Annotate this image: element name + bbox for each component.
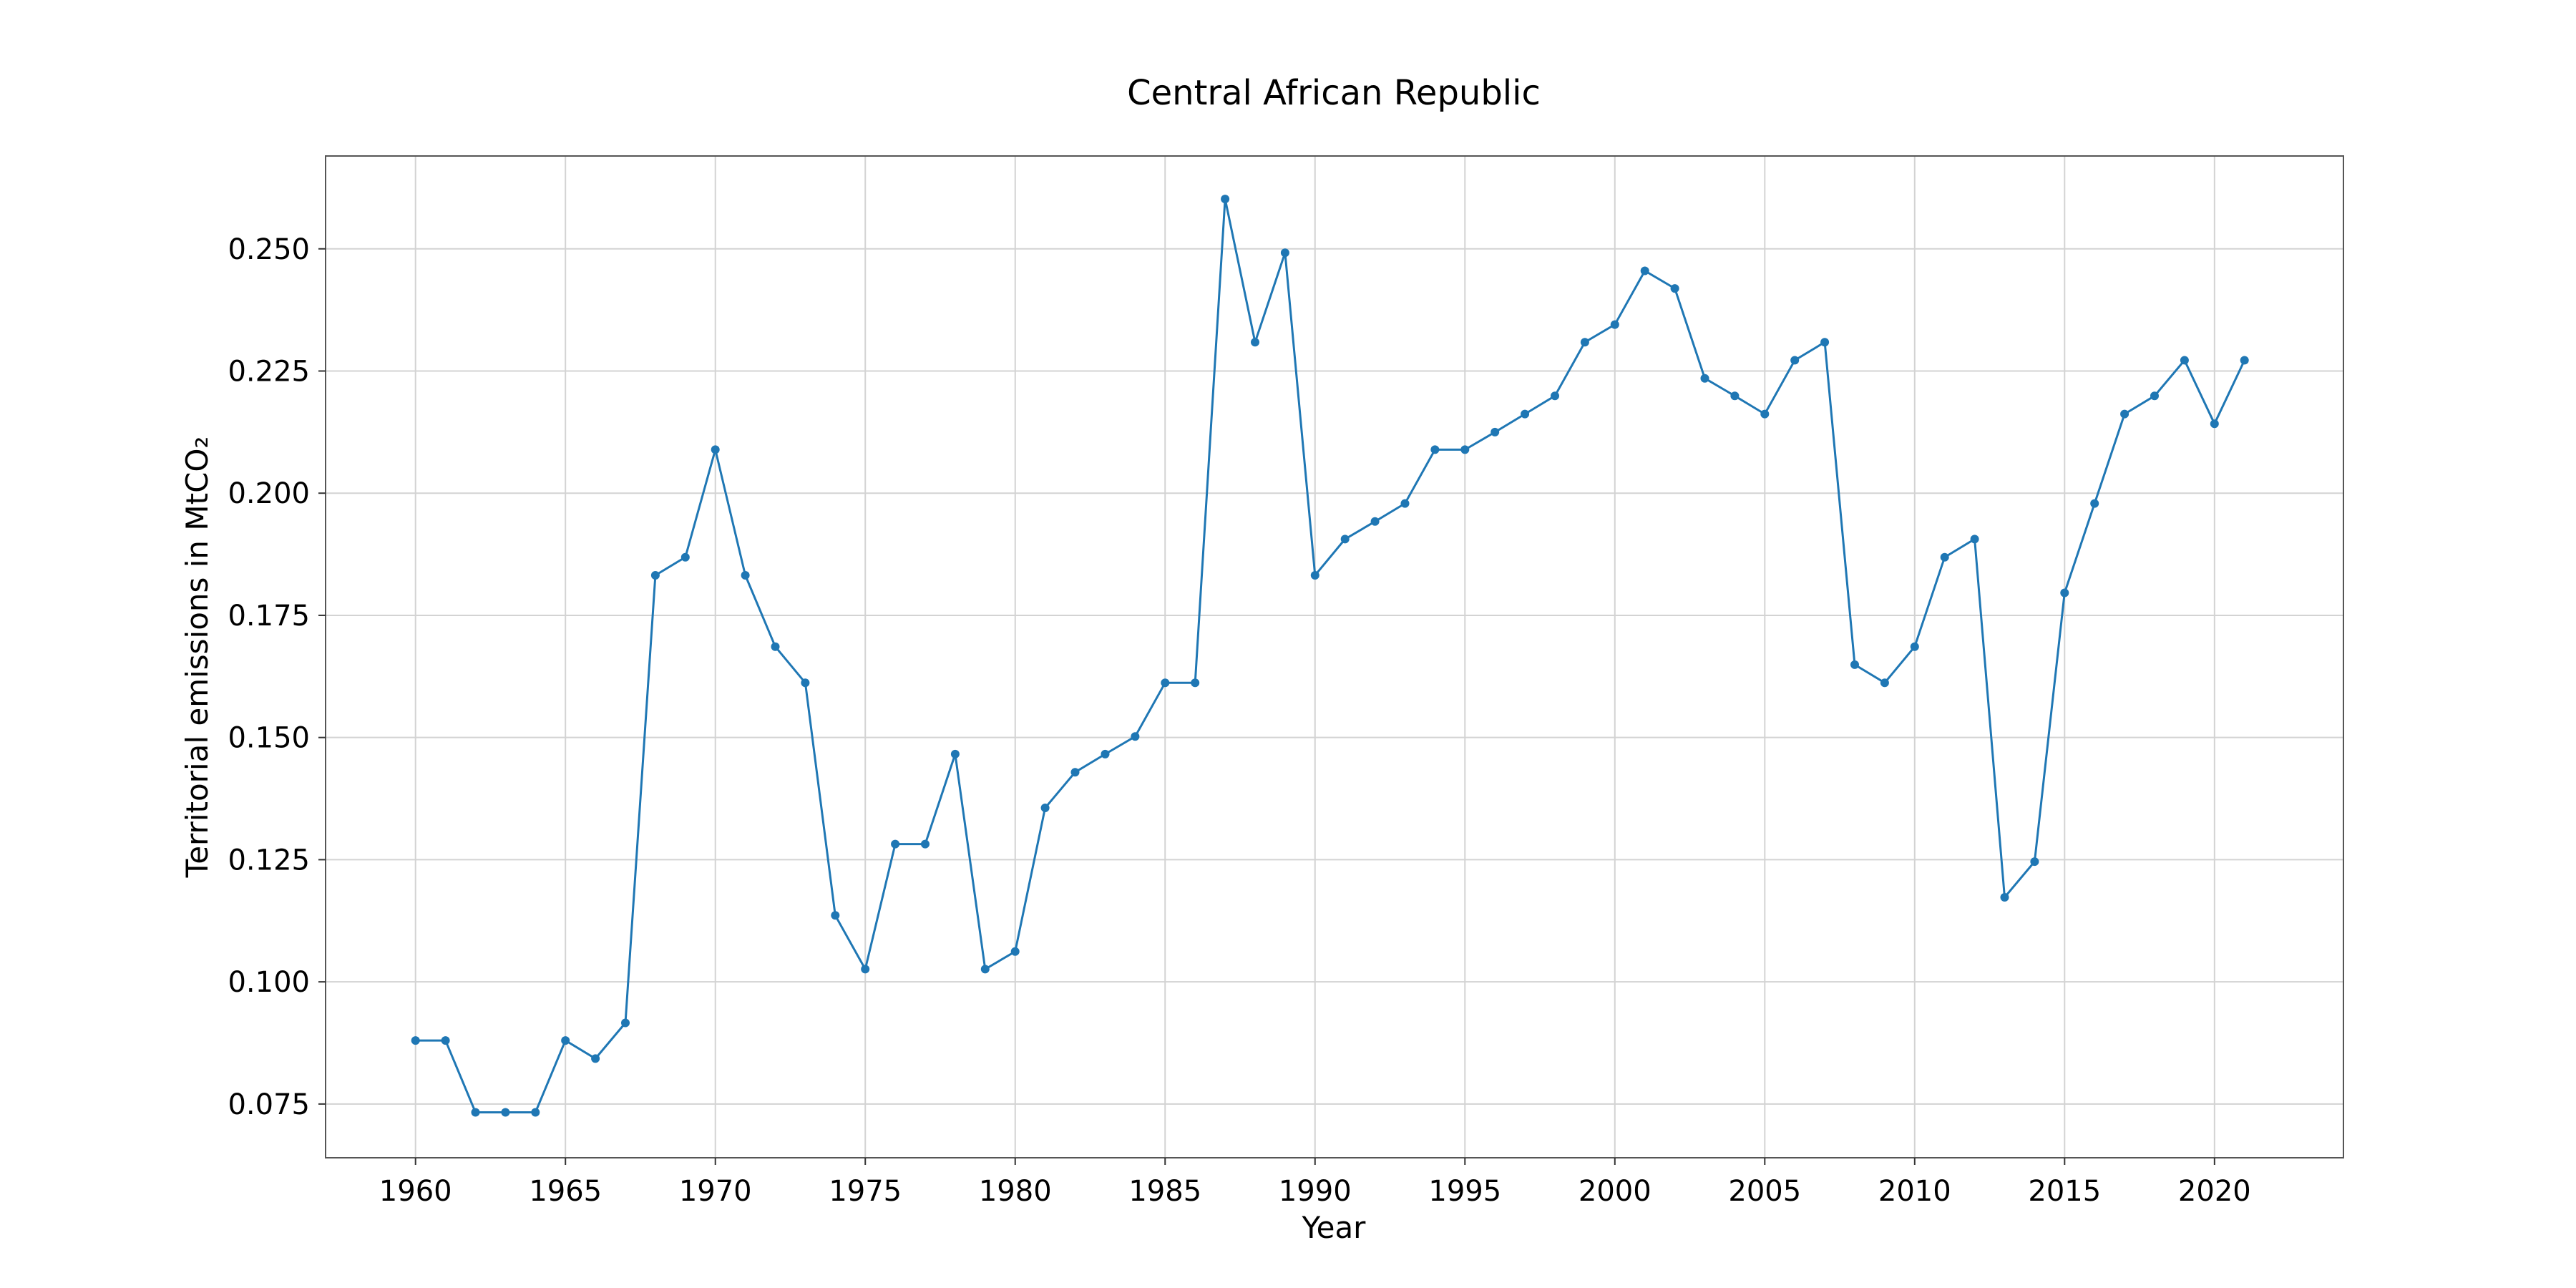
data-point xyxy=(921,839,930,849)
data-point xyxy=(2150,391,2159,401)
data-point xyxy=(621,1018,630,1028)
data-point xyxy=(1251,338,1259,347)
series-markers xyxy=(411,195,2249,1117)
y-tick-label: 0.175 xyxy=(228,600,310,633)
data-point xyxy=(680,552,690,562)
data-point xyxy=(980,965,990,974)
data-point xyxy=(1790,356,1800,365)
data-point xyxy=(1730,391,1740,401)
data-point xyxy=(2060,588,2069,597)
data-point xyxy=(1820,338,1830,347)
y-tick-label: 0.075 xyxy=(228,1088,310,1121)
x-axis: 1960 1965 1970 1975 1980 1985 1990 1995 2000 2005… xyxy=(379,1158,2251,1208)
data-point xyxy=(831,911,840,920)
y-tick-label: 0.150 xyxy=(228,722,310,755)
x-tick-label: 2020 xyxy=(2178,1175,2251,1208)
data-point xyxy=(2180,356,2189,365)
data-point xyxy=(561,1036,570,1045)
data-point xyxy=(591,1054,600,1063)
data-point xyxy=(1400,499,1410,508)
data-point xyxy=(950,749,960,758)
data-point xyxy=(1610,320,1619,329)
data-point xyxy=(1161,678,1170,688)
data-point xyxy=(1850,660,1859,669)
x-tick-label: 1980 xyxy=(979,1175,1052,1208)
x-tick-label: 2010 xyxy=(1878,1175,1951,1208)
data-point xyxy=(1280,248,1289,258)
x-tick-label: 2015 xyxy=(2028,1175,2101,1208)
data-point xyxy=(1191,678,1200,688)
data-point xyxy=(1340,535,1350,544)
data-point xyxy=(1430,445,1440,454)
y-tick-label: 0.225 xyxy=(228,355,310,388)
data-point xyxy=(1580,338,1589,347)
y-tick-label: 0.100 xyxy=(228,966,310,999)
data-point xyxy=(1640,266,1649,275)
data-point xyxy=(1010,947,1020,956)
data-point xyxy=(891,839,900,849)
x-tick-label: 1995 xyxy=(1428,1175,1501,1208)
data-point xyxy=(650,571,660,580)
data-point xyxy=(1491,427,1500,436)
x-axis-label: Year xyxy=(1302,1210,1367,1245)
data-point xyxy=(1551,391,1559,401)
y-axis: 0.075 0.100 0.125 0.150 0.175 0.200 0.225 0.250 xyxy=(228,233,326,1121)
data-point xyxy=(1101,749,1110,758)
y-tick-label: 0.125 xyxy=(228,844,310,877)
data-point xyxy=(1460,445,1470,454)
data-point xyxy=(1310,571,1319,580)
data-point xyxy=(1880,678,1889,688)
data-point xyxy=(2240,356,2249,365)
series-line xyxy=(415,198,2246,1113)
data-point xyxy=(1760,409,1770,419)
data-point xyxy=(741,571,750,580)
data-point xyxy=(1970,535,1979,544)
data-point xyxy=(2210,419,2219,429)
data-point xyxy=(2030,857,2039,867)
data-point xyxy=(1370,517,1380,526)
data-point xyxy=(1221,195,1230,204)
data-point xyxy=(801,678,810,688)
data-point xyxy=(1521,409,1530,419)
data-point xyxy=(1070,768,1080,777)
grid xyxy=(326,156,2343,1158)
x-tick-label: 1970 xyxy=(679,1175,752,1208)
y-tick-label: 0.200 xyxy=(228,477,310,510)
data-point xyxy=(1131,732,1140,741)
data-point xyxy=(2120,409,2129,419)
data-point xyxy=(1910,642,1919,651)
y-axis-label: Territorial emissions in MtCO₂ xyxy=(180,436,215,879)
y-tick-label: 0.250 xyxy=(228,233,310,266)
data-point xyxy=(411,1036,420,1045)
plot-area-frame xyxy=(325,155,2344,1158)
data-point xyxy=(861,965,870,974)
data-point xyxy=(2000,893,2009,902)
data-point xyxy=(1940,552,1949,562)
x-tick-label: 2005 xyxy=(1728,1175,1801,1208)
data-point xyxy=(711,445,720,454)
data-point xyxy=(1040,804,1050,812)
data-point xyxy=(1670,284,1679,293)
chart-title: Central African Republic xyxy=(1127,73,1541,113)
data-point xyxy=(1700,374,1709,383)
x-tick-label: 1985 xyxy=(1128,1175,1201,1208)
x-tick-label: 1965 xyxy=(529,1175,602,1208)
data-point xyxy=(441,1036,450,1045)
data-point xyxy=(501,1108,510,1117)
data-point xyxy=(531,1108,540,1117)
data-point xyxy=(771,642,780,651)
data-point xyxy=(2090,499,2099,508)
x-tick-label: 1975 xyxy=(829,1175,902,1208)
x-tick-label: 2000 xyxy=(1579,1175,1652,1208)
x-tick-label: 1960 xyxy=(379,1175,452,1208)
x-tick-label: 1990 xyxy=(1279,1175,1352,1208)
data-point xyxy=(471,1108,480,1117)
